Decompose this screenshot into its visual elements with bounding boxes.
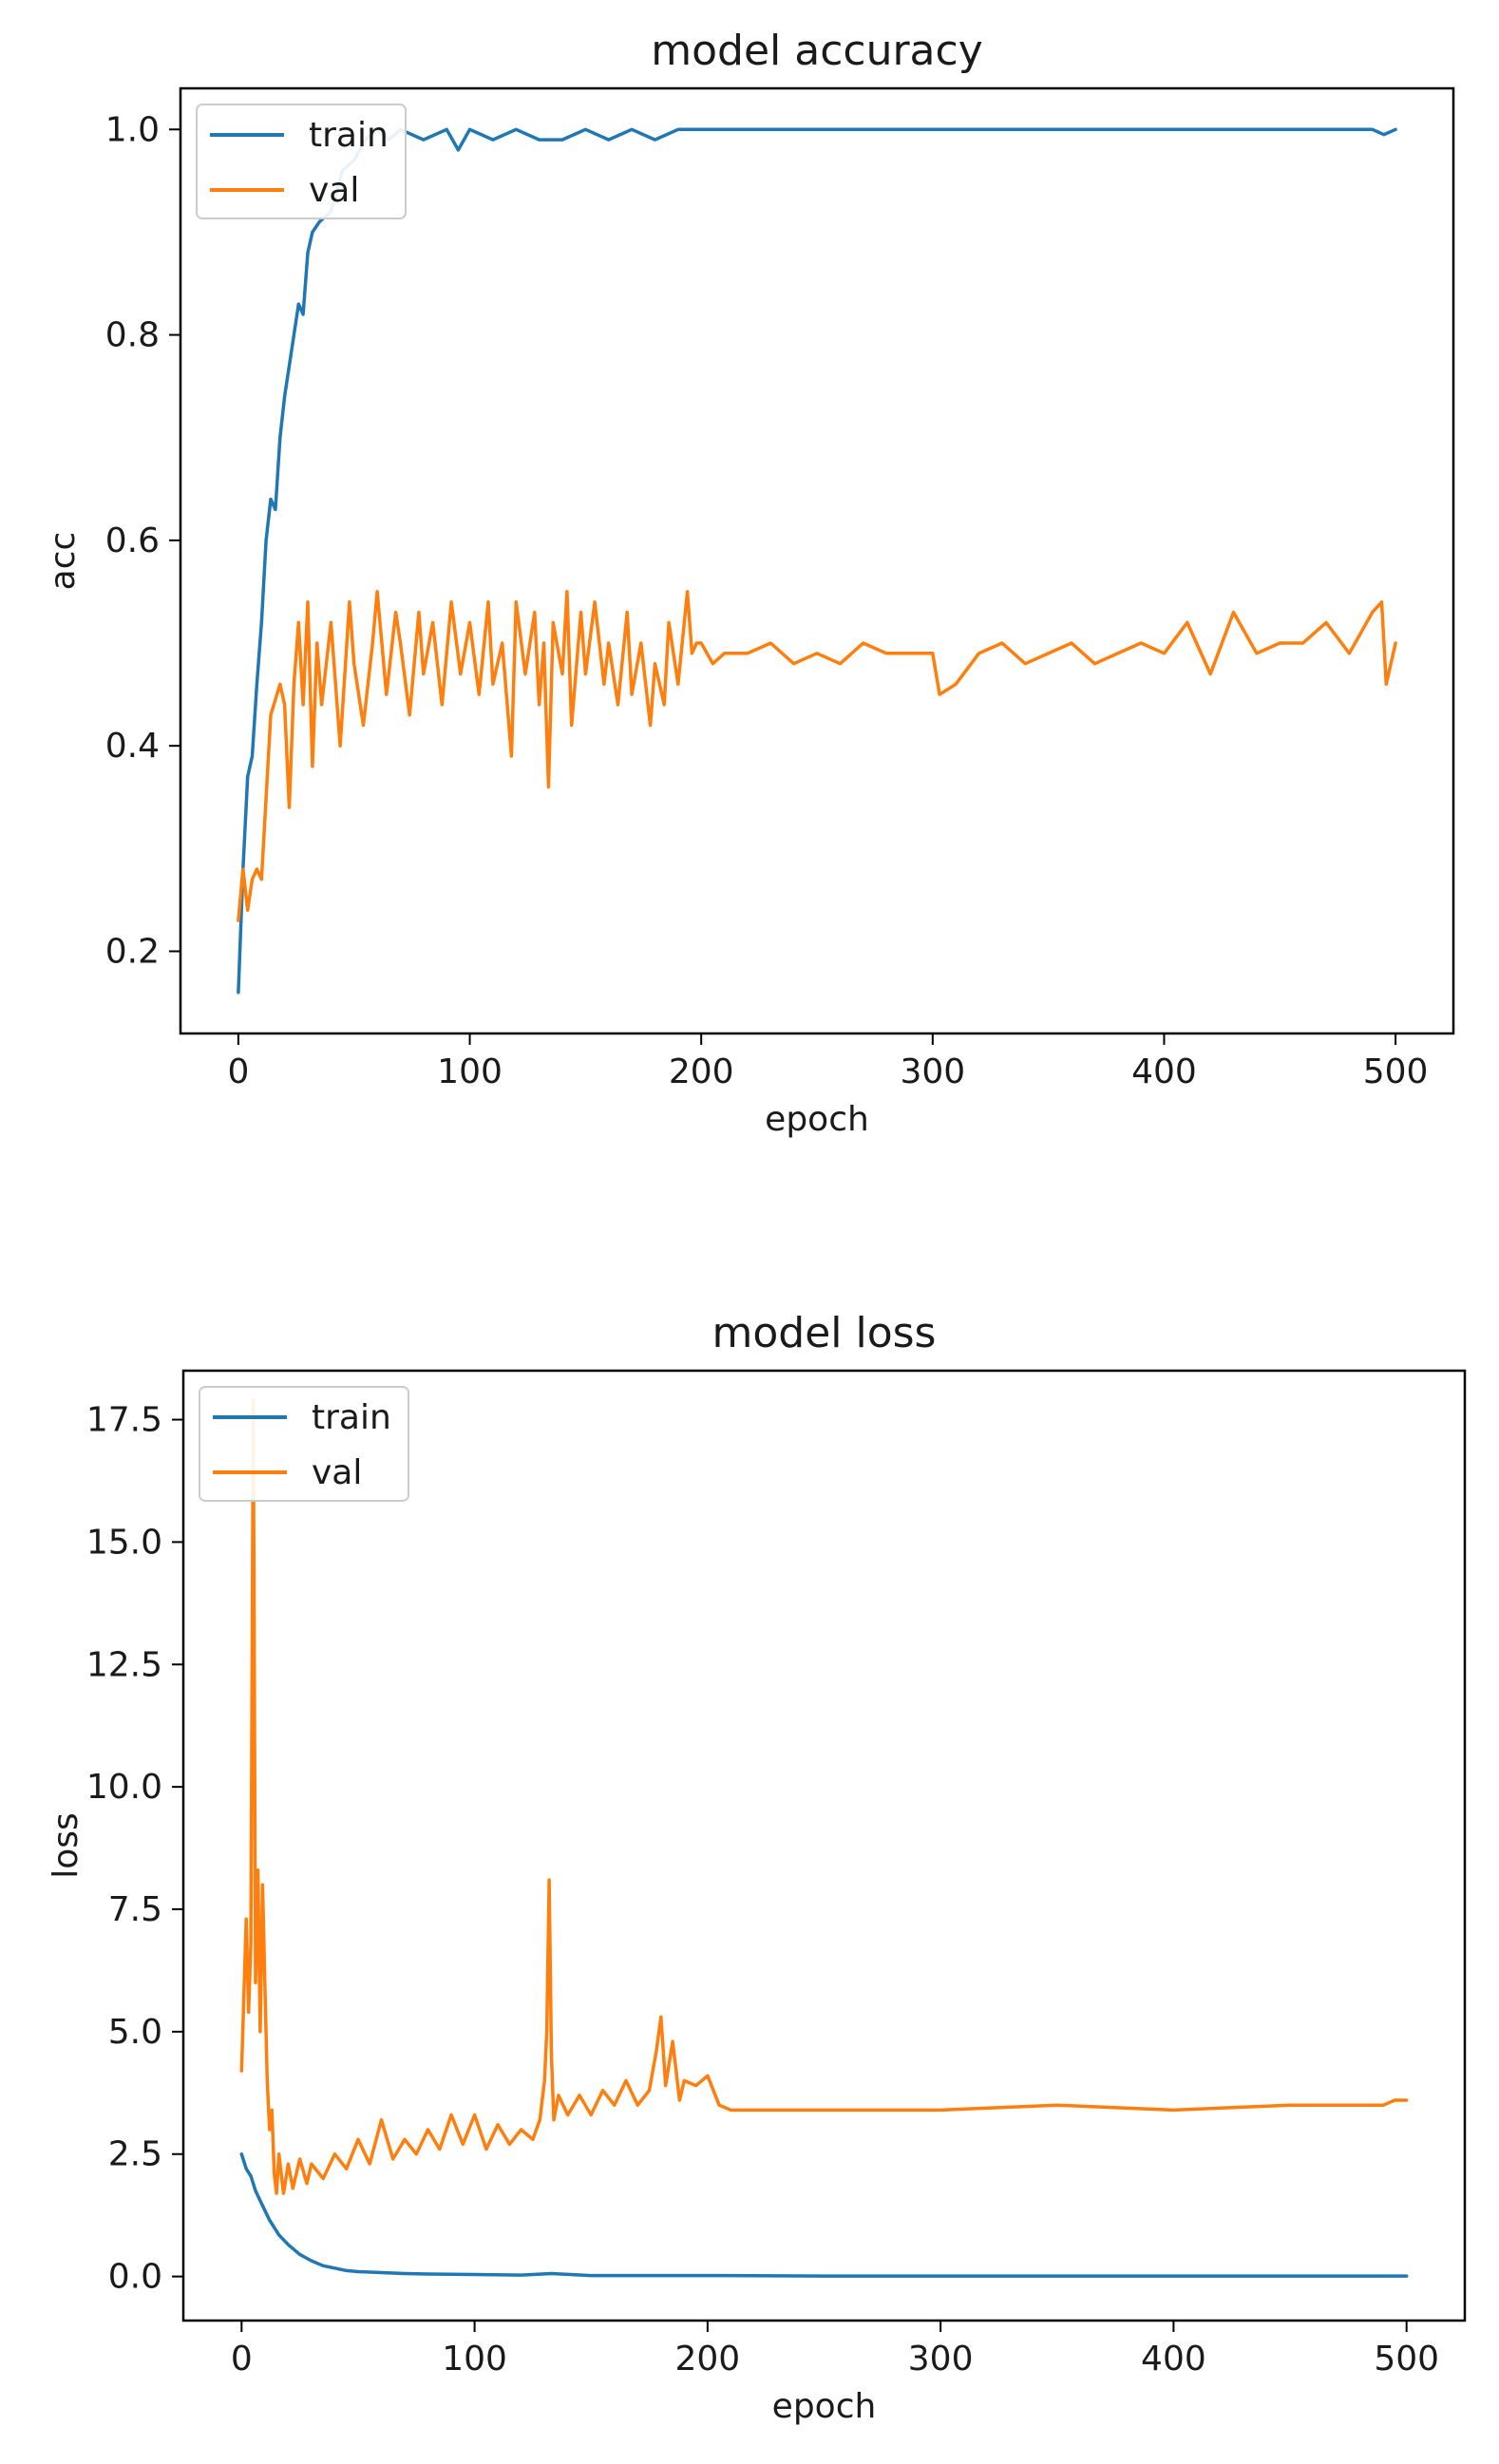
x-tick-label: 100 (437, 1052, 503, 1091)
y-tick-label: 10.0 (86, 1768, 162, 1807)
y-tick-label: 5.0 (108, 2013, 162, 2052)
y-tick-label: 7.5 (108, 1890, 162, 1929)
chart-0: 0 100 200 300 400 500 0.2 0.4 0.6 0.8 1.0 model acc… (44, 27, 1455, 1139)
y-tick-label: 17.5 (86, 1401, 162, 1440)
legend-label-val: val (312, 1453, 362, 1492)
y-tick-label: 1.0 (105, 110, 160, 149)
y-axis-label: loss (47, 1812, 85, 1879)
y-tick-label: 2.5 (108, 2135, 162, 2174)
x-axis-label: epoch (765, 1100, 869, 1139)
y-tick-label: 0.4 (105, 727, 160, 766)
x-tick-label: 100 (442, 2340, 507, 2379)
legend: train val (199, 1386, 409, 1502)
x-tick-label: 500 (1363, 1052, 1429, 1091)
y-axis-label: acc (44, 532, 83, 591)
y-tick-label: 0.0 (108, 2258, 162, 2297)
y-tick-label: 12.5 (86, 1645, 162, 1684)
y-tick-label: 0.2 (105, 932, 160, 971)
series-line-val (239, 1398, 1409, 2195)
x-tick-label: 0 (231, 2340, 253, 2379)
legend: train val (196, 104, 407, 219)
legend-label-train: train (309, 116, 389, 155)
y-tick-label: 0.8 (105, 316, 160, 355)
y-tick-label: 0.6 (105, 521, 160, 560)
x-tick-label: 300 (900, 1052, 965, 1091)
series-line-train (237, 127, 1397, 995)
chart-title: model accuracy (651, 27, 983, 75)
x-tick-label: 200 (675, 2340, 741, 2379)
legend-label-val: val (309, 171, 359, 210)
series-line-train (239, 2151, 1409, 2278)
x-tick-label: 200 (669, 1052, 734, 1091)
axes-frame (181, 1369, 1467, 2322)
chart-title: model loss (712, 1309, 937, 1357)
x-tick-label: 300 (908, 2340, 974, 2379)
x-tick-label: 400 (1131, 1052, 1197, 1091)
axes-frame (179, 86, 1455, 1035)
y-tick-label: 15.0 (86, 1523, 162, 1562)
x-tick-label: 400 (1141, 2340, 1206, 2379)
x-tick-label: 0 (227, 1052, 249, 1091)
legend-label-train: train (312, 1398, 391, 1437)
x-axis-label: epoch (772, 2387, 877, 2426)
chart-1: 0 100 200 300 400 500 0.0 2.5 5.0 7.5 10.0 12.5 15.0… (47, 1309, 1467, 2426)
series-line-val (237, 590, 1397, 922)
x-tick-label: 500 (1374, 2340, 1439, 2379)
